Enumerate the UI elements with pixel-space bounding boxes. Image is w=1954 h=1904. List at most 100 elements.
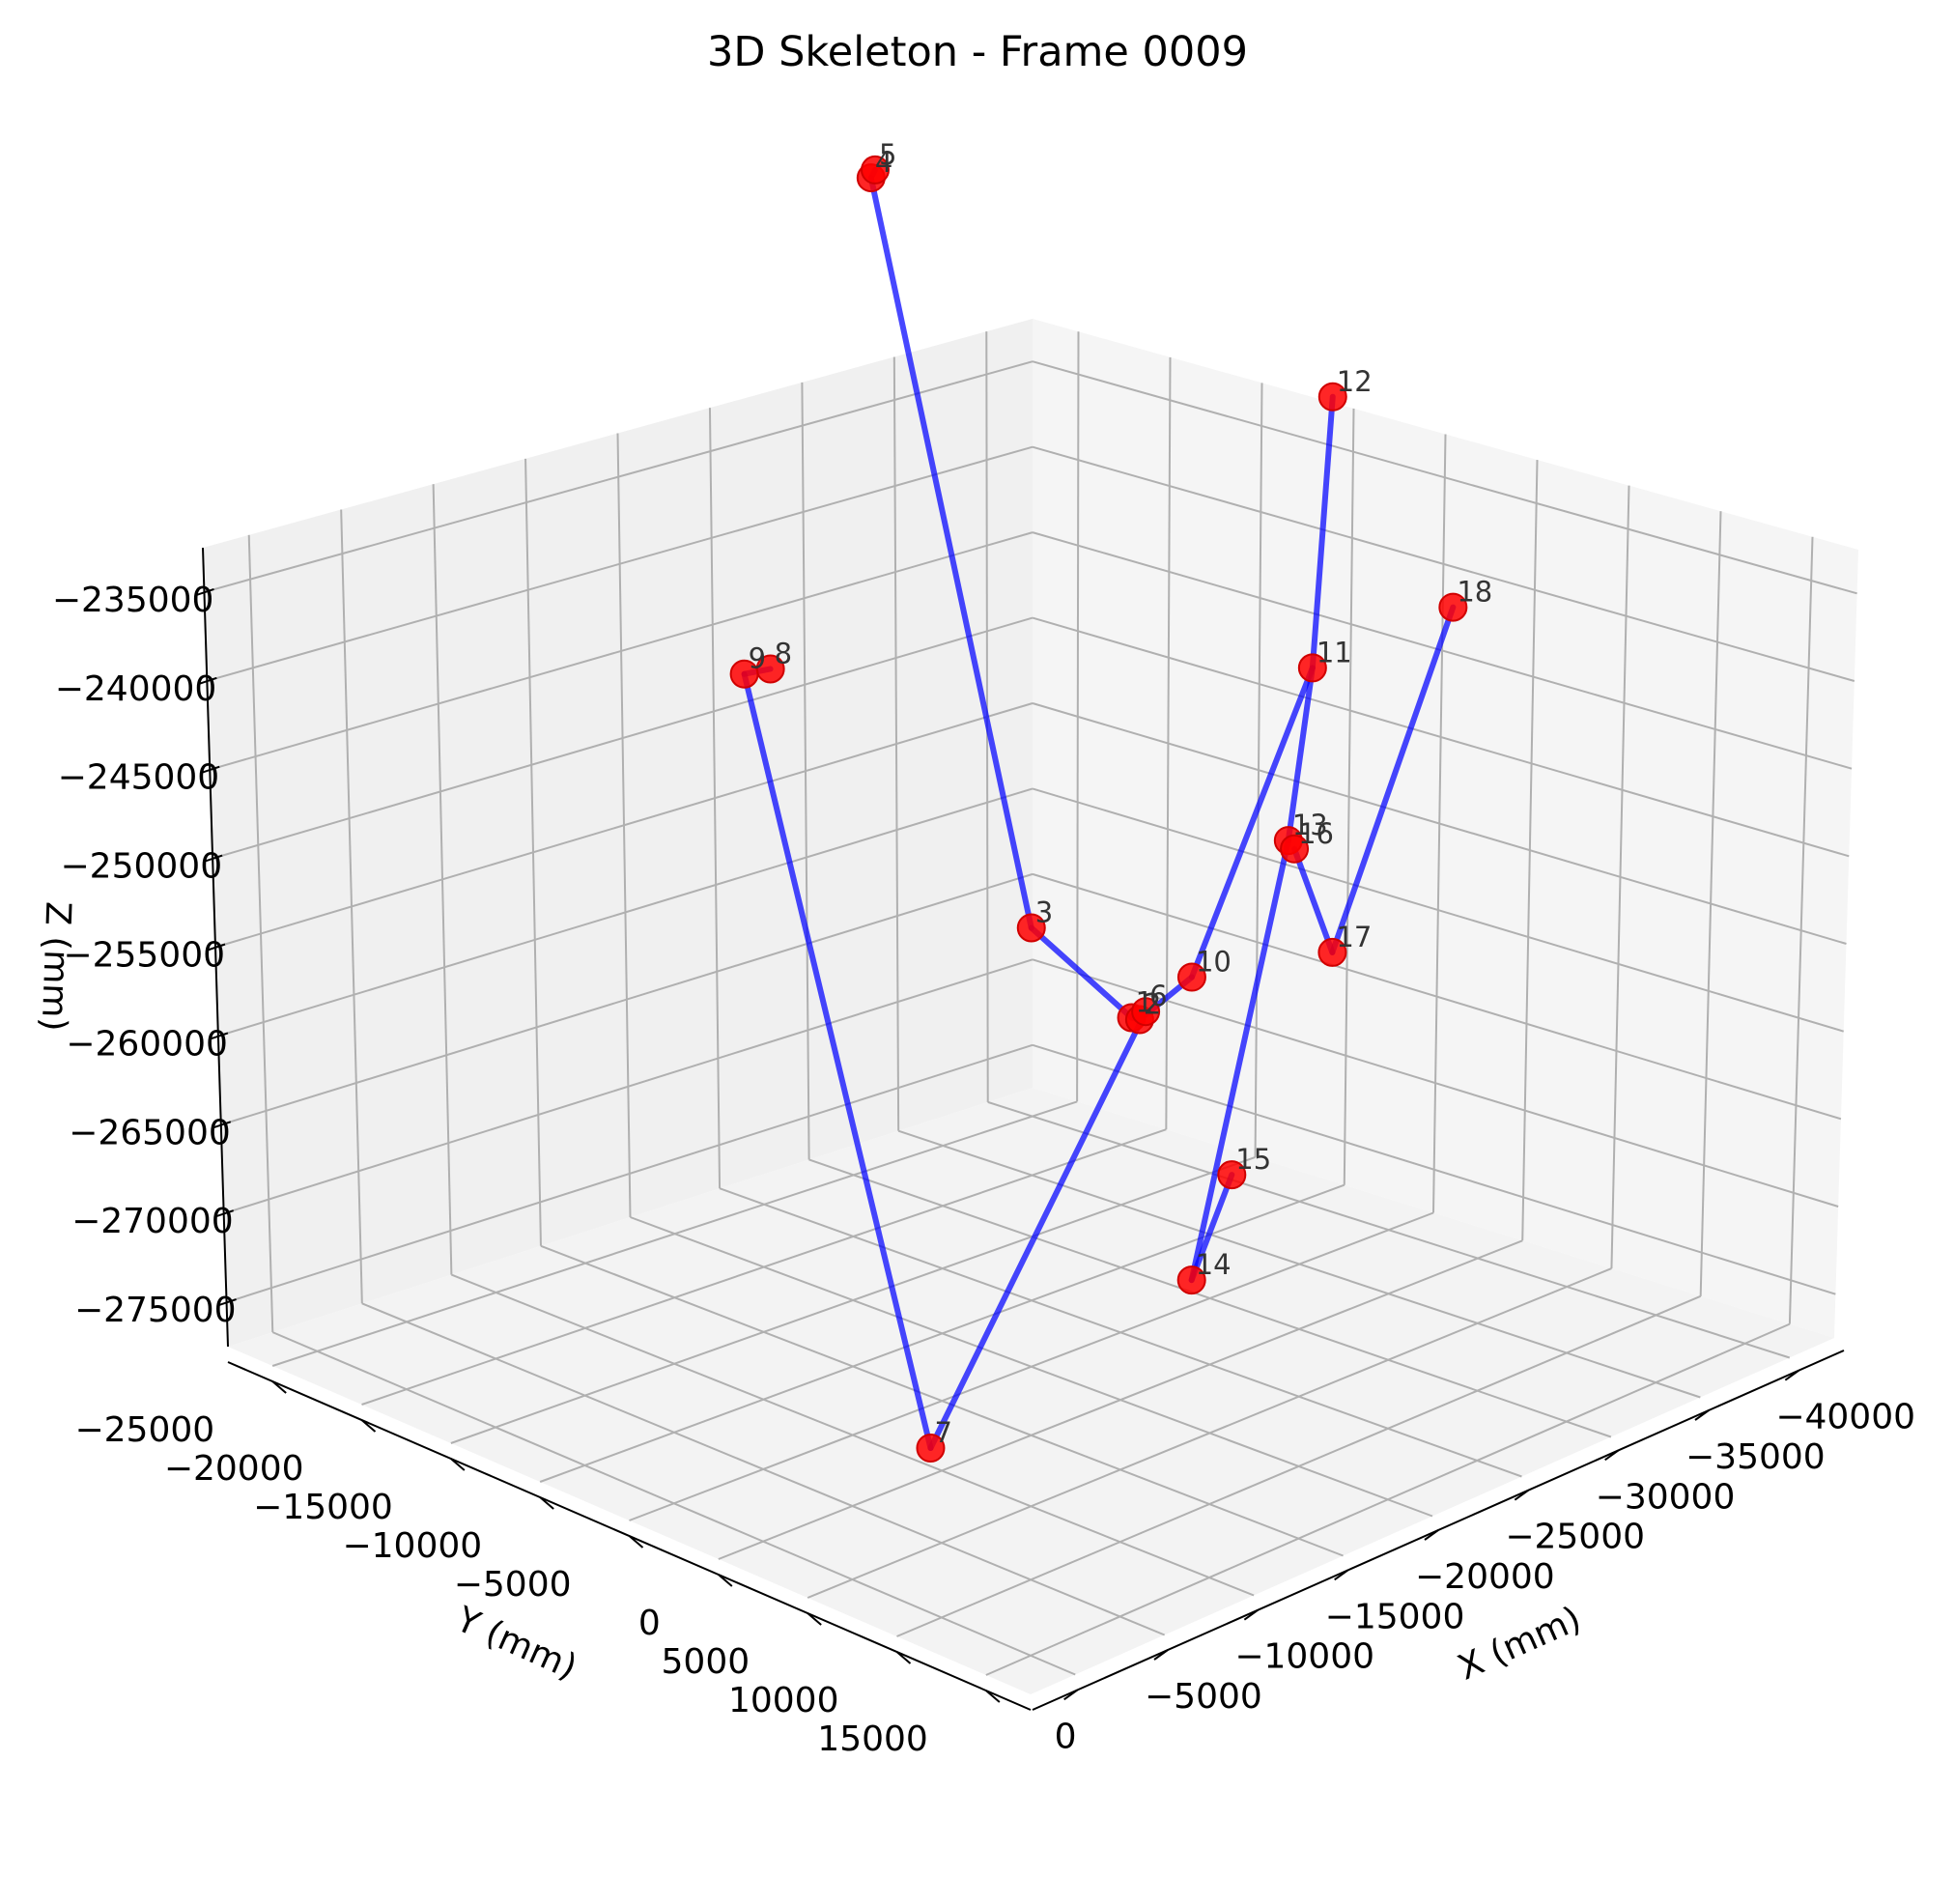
bone-14-15 [1188, 1172, 1235, 1284]
joint-label-3: 3 [1035, 895, 1053, 928]
grid-line [985, 1322, 1791, 1676]
y-axis-label: Y (mm) [449, 1600, 582, 1688]
joint-16 [1280, 834, 1310, 864]
grid-line [220, 872, 1034, 1126]
grid-line [1032, 360, 1857, 595]
joint-7 [916, 1434, 946, 1464]
x-tick-label: −25000 [1505, 1518, 1645, 1557]
z-tick-label: −255000 [63, 936, 225, 976]
z-tick-label: −235000 [52, 581, 214, 620]
x-axis-label: X (mm) [1453, 1599, 1587, 1688]
joint-label-10: 10 [1196, 946, 1232, 979]
y-tick-label: −20000 [164, 1449, 304, 1489]
right-pane [1033, 319, 1858, 1338]
bone-17-18 [1329, 604, 1457, 955]
joint-18 [1438, 592, 1468, 622]
grid-line [1032, 531, 1853, 770]
joint-label-14: 14 [1196, 1248, 1232, 1281]
joint-5 [861, 155, 891, 185]
skeleton-joints [729, 155, 1468, 1464]
bone-11-12 [1309, 393, 1336, 671]
x-tick-label: −20000 [1415, 1557, 1555, 1597]
joint-label-7: 7 [934, 1416, 951, 1449]
grid-line [217, 787, 1034, 1037]
grid-line [212, 616, 1034, 860]
y-tick-label: −10000 [342, 1526, 482, 1566]
joint-label-8: 8 [775, 637, 792, 669]
x-tick-label: 0 [1055, 1717, 1077, 1756]
joint-14 [1176, 1265, 1206, 1295]
grid-line [1032, 702, 1847, 945]
floor-pane [228, 1088, 1834, 1694]
joint-17 [1317, 937, 1347, 967]
joint-15 [1217, 1160, 1247, 1190]
x-tick-label: −10000 [1234, 1637, 1374, 1677]
bone-10-11 [1188, 665, 1316, 980]
y-tick-label: 10000 [728, 1681, 839, 1720]
y-tick-label: −5000 [454, 1565, 572, 1605]
joint-10 [1176, 962, 1206, 992]
z-tick-label: −270000 [71, 1202, 234, 1241]
z-tick-label: −250000 [61, 847, 223, 887]
bone-13-14 [1188, 838, 1291, 1284]
z-axis-label: Z (mm) [34, 901, 78, 1033]
joint-6 [1131, 997, 1161, 1027]
joint-label-15: 15 [1235, 1143, 1271, 1176]
x-tick-label: −35000 [1685, 1437, 1826, 1477]
joint-label-13: 13 [1292, 809, 1328, 841]
joint-12 [1317, 382, 1347, 412]
joint-label-12: 12 [1337, 365, 1373, 398]
y-tick-label: −25000 [74, 1410, 214, 1450]
y-tick-label: 0 [638, 1604, 661, 1643]
grid-line [209, 531, 1034, 771]
x-tick-label: −5000 [1145, 1677, 1262, 1717]
bone-4-3 [867, 175, 1034, 931]
grid-line [207, 445, 1034, 682]
joint-label-11: 11 [1317, 636, 1352, 668]
grid-line [1032, 445, 1855, 682]
left-pane [203, 319, 1033, 1347]
chart-title: 3D Skeleton - Frame 0009 [707, 28, 1248, 76]
grid-line [226, 1043, 1034, 1304]
x-tick-label: −15000 [1325, 1597, 1465, 1636]
joint-label-16: 16 [1298, 817, 1334, 850]
joint-label-4: 4 [875, 146, 892, 179]
grid-line [1032, 1043, 1836, 1295]
grid-line [214, 702, 1034, 949]
z-tick-label: −245000 [58, 758, 220, 798]
grid-line [1032, 787, 1845, 1033]
grid-line [987, 1100, 1791, 1359]
joint-11 [1297, 653, 1327, 683]
axis-ticks: −235000−240000−245000−250000−255000−2600… [52, 581, 1915, 1759]
joint-label-1: 1 [1136, 985, 1153, 1018]
bone-9-7 [741, 670, 934, 1452]
grid-line [1032, 616, 1850, 858]
z-tick-label: −265000 [69, 1113, 231, 1152]
joint-label-2: 2 [1144, 988, 1161, 1021]
grid-line [896, 1294, 1702, 1637]
y-tick-label: 5000 [662, 1642, 750, 1682]
bone-16-17 [1291, 845, 1336, 955]
z-tick-label: −240000 [55, 669, 217, 709]
bone-6-7 [927, 1009, 1149, 1452]
joint-label-9: 9 [749, 642, 766, 675]
x-tick-label: −40000 [1775, 1398, 1915, 1437]
bone-3-1 [1028, 924, 1135, 1021]
grid-line [204, 360, 1034, 593]
joint-label-17: 17 [1336, 921, 1372, 953]
joint-label-5: 5 [879, 138, 896, 171]
y-tick-label: 15000 [817, 1719, 928, 1759]
joint-label-18: 18 [1457, 576, 1492, 609]
z-tick-label: −275000 [74, 1291, 237, 1330]
grid-line [1032, 872, 1842, 1121]
y-tick-label: −15000 [253, 1488, 393, 1527]
skeleton-bones [741, 166, 1457, 1452]
joint-3 [1016, 913, 1046, 943]
grid-line [223, 958, 1034, 1215]
grid-lines [204, 331, 1857, 1676]
z-tick-label: −260000 [66, 1024, 228, 1064]
joint-label-6: 6 [1149, 980, 1167, 1012]
x-tick-label: −30000 [1596, 1477, 1736, 1517]
